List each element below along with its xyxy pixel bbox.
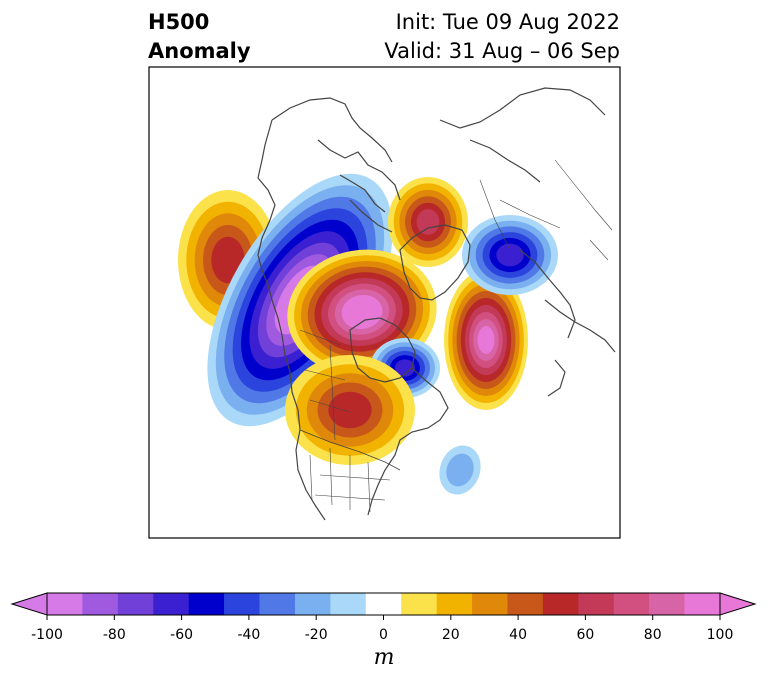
contour-band [348, 300, 376, 324]
colorbar-cells [10, 592, 757, 616]
colorbar-tick-label: 40 [509, 627, 527, 643]
colorbar-unit: m [373, 645, 395, 670]
contour-band [477, 326, 495, 354]
colorbar-cell [613, 593, 650, 615]
colorbar-cell [153, 593, 189, 615]
coastline-europe [544, 299, 616, 397]
colorbar-tick-label: 80 [644, 627, 662, 643]
coastline-na-east [367, 367, 449, 516]
colorbar-cell [47, 593, 83, 615]
init-date: Init: Tue 09 Aug 2022 [395, 10, 620, 34]
title-field: Anomaly [148, 39, 251, 63]
coastlines-borders [257, 87, 616, 521]
coastline-greenland [399, 224, 471, 301]
colorbar-tick-label: 20 [442, 627, 460, 643]
map-frame [148, 66, 621, 539]
valid-range: Valid: 31 Aug – 06 Sep [384, 39, 620, 63]
colorbar-cell [542, 593, 579, 615]
map-title: H500 Anomaly [148, 8, 251, 66]
colorbar-cell [259, 593, 296, 615]
colorbar-cell [188, 593, 225, 615]
colorbar-cell [436, 593, 473, 615]
colorbar-tick-label: -100 [31, 627, 63, 643]
colorbar-cell [224, 593, 260, 615]
colorbar-ticks: -100 -80 -60 -40 -20 0 20 40 60 80 100 [31, 615, 733, 643]
colorbar-cell [684, 593, 721, 615]
colorbar-tick-label: 100 [707, 627, 734, 643]
anomaly-contours [178, 173, 558, 495]
colorbar-tick-label: 60 [576, 627, 594, 643]
colorbar-cell [365, 593, 402, 615]
anomaly-center [444, 270, 528, 410]
anomaly-center [285, 355, 415, 465]
coastline-arctic-islands [317, 139, 401, 233]
colorbar-tick-label: -60 [170, 627, 193, 643]
coastline-alaska [271, 97, 393, 163]
coastline-na-west [257, 119, 326, 521]
map-subtitle: Init: Tue 09 Aug 2022 Valid: 31 Aug – 06… [384, 8, 620, 66]
colorbar-extend-min [10, 592, 48, 616]
colorbar-cell [649, 593, 685, 615]
title-variable: H500 [148, 10, 210, 34]
contour-band [416, 209, 440, 235]
colorbar-cell [117, 593, 154, 615]
contour-band [395, 359, 415, 377]
colorbar-cell [401, 593, 437, 615]
anomaly-center [462, 215, 558, 295]
colorbar-tick-label: -40 [237, 627, 260, 643]
contour-band [446, 453, 474, 487]
colorbar-extend-max [719, 592, 757, 616]
province-borders [299, 329, 351, 441]
contour-band [496, 243, 524, 267]
colorbar-cell [578, 593, 615, 615]
state-borders [309, 447, 391, 513]
colorbar-tick-label: 0 [379, 627, 388, 643]
anomaly-center [439, 445, 481, 495]
colorbar-tick-label: -20 [305, 627, 328, 643]
eurasia-borders [479, 159, 613, 261]
anomaly-center [388, 177, 468, 267]
colorbar-cell [472, 593, 508, 615]
colorbar-cell [330, 593, 367, 615]
colorbar-cell [82, 593, 119, 615]
colorbar-tick-label: -80 [103, 627, 126, 643]
coastline-eurasia [439, 87, 606, 339]
contour-band [328, 391, 372, 429]
colorbar-cell [507, 593, 544, 615]
border-us-canada [299, 429, 401, 471]
colorbar-cell [294, 593, 331, 615]
